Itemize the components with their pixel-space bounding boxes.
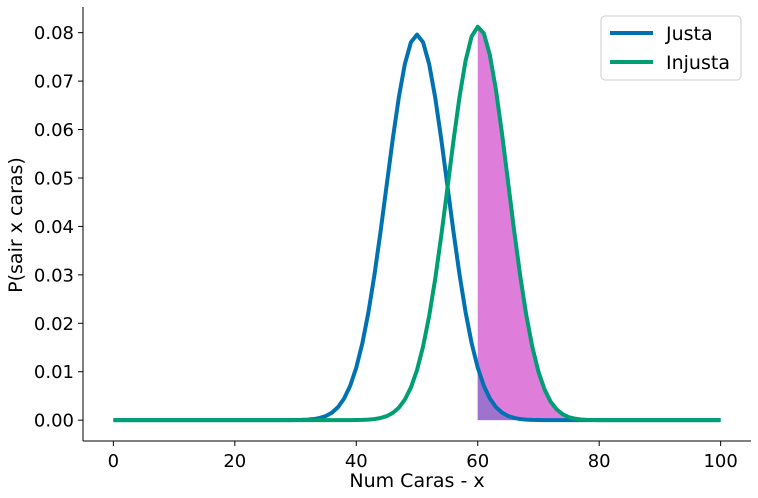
- y-tick-label: 0.03: [34, 265, 74, 286]
- x-tick-label: 60: [466, 451, 489, 472]
- shaded-area-justa: [477, 367, 721, 421]
- legend-label-justa: Justa: [665, 23, 713, 45]
- series-lines: [113, 24, 721, 423]
- shaded-area-injusta: [477, 26, 721, 421]
- x-tick-label: 40: [345, 451, 368, 472]
- legend: Justa Injusta: [600, 15, 742, 81]
- y-tick-label: 0.00: [34, 411, 74, 432]
- y-tick-label: 0.02: [34, 314, 74, 335]
- shaded-regions: [477, 26, 721, 421]
- y-tick-label: 0.04: [34, 217, 74, 238]
- x-tick-label: 80: [588, 451, 611, 472]
- y-ticks: 0.00 0.01 0.02 0.03 0.04 0.05 0.06 0.07 0.08: [34, 23, 83, 432]
- y-tick-label: 0.08: [34, 23, 74, 44]
- x-tick-label: 0: [108, 451, 119, 472]
- legend-label-injusta: Injusta: [666, 52, 730, 74]
- axes: [82, 7, 751, 442]
- y-tick-label: 0.05: [34, 168, 74, 189]
- y-tick-label: 0.01: [34, 362, 74, 383]
- x-ticks: 0 20 40 60 80 100: [108, 441, 738, 472]
- y-axis-title: P(sair x caras): [5, 157, 27, 293]
- x-axis-title: Num Caras - x: [349, 470, 484, 492]
- x-tick-label: 100: [703, 451, 737, 472]
- y-tick-label: 0.07: [34, 72, 74, 93]
- x-tick-label: 20: [223, 451, 246, 472]
- series-line-injusta: [113, 24, 721, 423]
- y-tick-label: 0.06: [34, 120, 74, 141]
